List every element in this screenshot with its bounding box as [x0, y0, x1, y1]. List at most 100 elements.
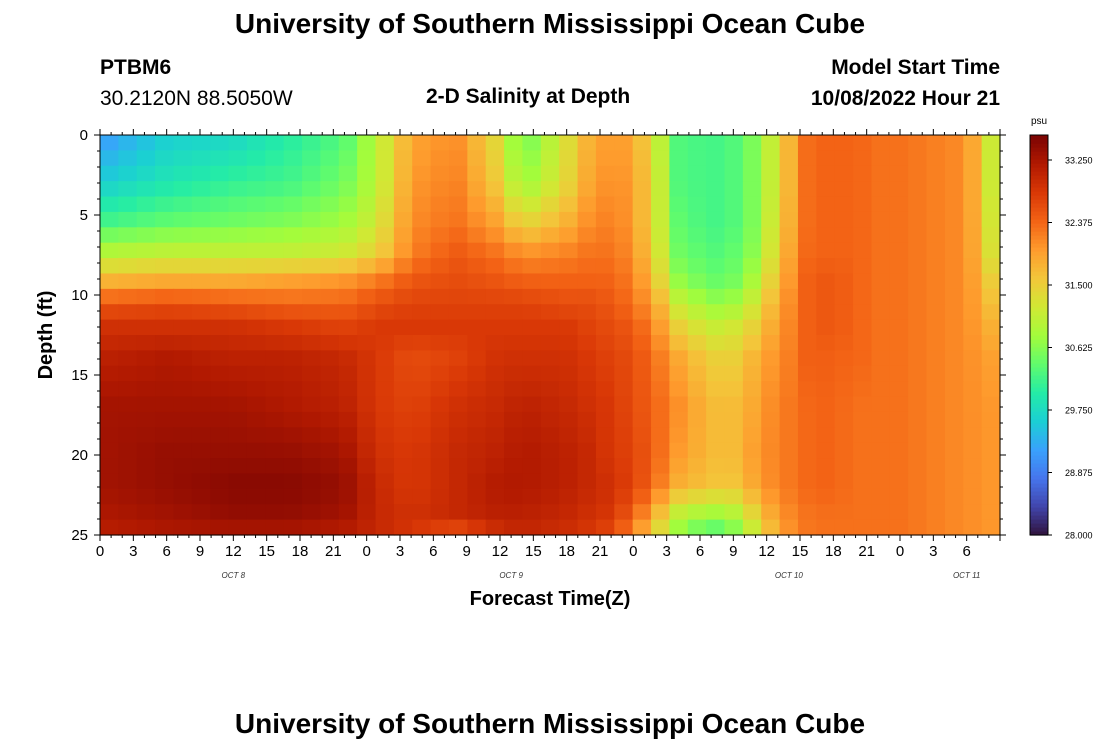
- heatmap-cell: [485, 458, 505, 475]
- heatmap-cell: [577, 181, 597, 198]
- heatmap-cell: [228, 165, 248, 182]
- heatmap-cell: [742, 211, 762, 228]
- heatmap-cell: [357, 135, 377, 151]
- heatmap-cell: [155, 350, 175, 367]
- heatmap-cell: [926, 473, 946, 490]
- x-tick-label: 15: [525, 543, 542, 560]
- heatmap-cell: [540, 181, 560, 198]
- heatmap-cell: [357, 165, 377, 182]
- colorbar-swatch: [1030, 403, 1048, 408]
- heatmap-cell: [853, 365, 873, 382]
- heatmap-cell: [816, 181, 836, 198]
- heatmap-cell: [338, 473, 358, 490]
- heatmap-cell: [632, 273, 652, 290]
- heatmap-cell: [504, 258, 524, 275]
- heatmap-cell: [540, 519, 560, 536]
- heatmap-cell: [706, 381, 726, 398]
- heatmap-cell: [283, 150, 303, 167]
- heatmap-cell: [338, 365, 358, 382]
- colorbar-swatch: [1030, 167, 1048, 172]
- heatmap-cell: [761, 165, 781, 182]
- heatmap-cell: [853, 227, 873, 244]
- heatmap-cell: [908, 504, 928, 521]
- heatmap-cell: [908, 365, 928, 382]
- colorbar-swatch: [1030, 499, 1048, 504]
- heatmap-cell: [908, 242, 928, 259]
- heatmap-cell: [944, 427, 964, 444]
- heatmap-cell: [191, 504, 211, 521]
- heatmap-cell: [871, 519, 891, 536]
- heatmap-cell: [963, 335, 983, 351]
- heatmap-cell: [246, 196, 266, 213]
- heatmap-cell: [412, 135, 432, 151]
- heatmap-cell: [926, 365, 946, 382]
- heatmap-cell: [797, 442, 817, 459]
- heatmap-cell: [173, 458, 193, 475]
- heatmap-cell: [651, 442, 670, 459]
- y-axis-label: Depth (ft): [35, 291, 57, 380]
- heatmap-cell: [155, 165, 175, 182]
- heatmap-cell: [375, 196, 395, 213]
- heatmap-cell: [871, 319, 891, 336]
- footer-title: University of Southern Mississippi Ocean…: [234, 708, 866, 739]
- heatmap-cell: [981, 396, 1001, 413]
- heatmap-cell: [448, 165, 468, 182]
- heatmap-cell: [908, 258, 928, 275]
- heatmap-cell: [559, 181, 579, 198]
- heatmap-cell: [834, 473, 854, 490]
- heatmap-cell: [981, 381, 1001, 398]
- heatmap-cell: [412, 488, 432, 505]
- heatmap-cell: [430, 242, 450, 259]
- heatmap-cell: [724, 504, 744, 521]
- heatmap-cell: [191, 335, 211, 351]
- heatmap-cell: [651, 458, 670, 475]
- heatmap-cell: [687, 288, 707, 305]
- heatmap-cell: [651, 519, 670, 536]
- heatmap-cell: [375, 396, 395, 413]
- heatmap-cell: [393, 242, 413, 259]
- heatmap-cell: [908, 211, 928, 228]
- heatmap-cell: [338, 273, 358, 290]
- heatmap-cell: [614, 458, 634, 475]
- heatmap-cell: [393, 504, 413, 521]
- heatmap-cell: [926, 196, 946, 213]
- heatmap-cell: [283, 396, 303, 413]
- heatmap-cell: [504, 488, 524, 505]
- heatmap-cell: [614, 365, 634, 382]
- heatmap-cell: [816, 319, 836, 336]
- heatmap-cell: [338, 304, 358, 321]
- colorbar-swatch: [1030, 315, 1048, 320]
- heatmap-cell: [632, 519, 652, 536]
- heatmap-cell: [651, 242, 670, 259]
- heatmap-cell: [687, 150, 707, 167]
- heatmap-cell: [430, 227, 450, 244]
- heatmap-cell: [834, 442, 854, 459]
- heatmap-cell: [357, 473, 377, 490]
- heatmap-cell: [246, 488, 266, 505]
- heatmap-cell: [448, 135, 468, 151]
- heatmap-cell: [963, 196, 983, 213]
- heatmap-cell: [926, 304, 946, 321]
- heatmap-cell: [926, 488, 946, 505]
- heatmap-cell: [485, 135, 505, 151]
- heatmap-cell: [210, 411, 230, 428]
- heatmap-cell: [669, 488, 689, 505]
- heatmap-cell: [651, 273, 670, 290]
- heatmap-cell: [706, 350, 726, 367]
- heatmap-cell: [283, 381, 303, 398]
- heatmap-cell: [834, 304, 854, 321]
- heatmap-cell: [742, 473, 762, 490]
- heatmap-cell: [816, 196, 836, 213]
- model-start-value: 10/08/2022 Hour 21: [810, 87, 1000, 110]
- heatmap-cell: [632, 381, 652, 398]
- heatmap-cell: [485, 165, 505, 182]
- heatmap-cell: [871, 242, 891, 259]
- heatmap-cell: [706, 504, 726, 521]
- heatmap-cell: [357, 227, 377, 244]
- heatmap-cell: [908, 165, 928, 182]
- heatmap-cell: [412, 211, 432, 228]
- heatmap-cell: [614, 396, 634, 413]
- heatmap-cell: [136, 381, 156, 398]
- heatmap-cell: [448, 427, 468, 444]
- heatmap-cell: [485, 150, 505, 167]
